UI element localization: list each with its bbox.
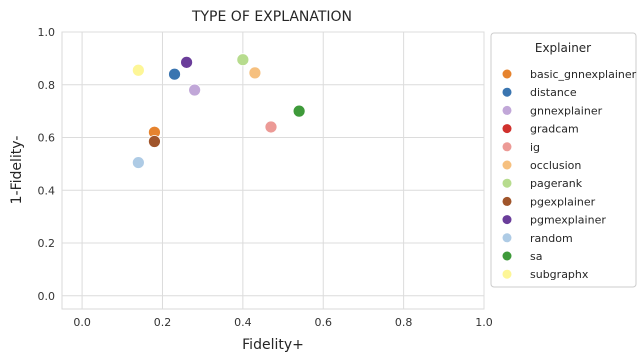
data-point-distance: [168, 67, 181, 81]
legend-marker-gradcam: [502, 124, 512, 134]
legend-label-sa: sa: [530, 250, 542, 263]
data-point-pagerank: [236, 53, 250, 67]
y-tick-label: 0.0: [38, 290, 56, 303]
legend-label-pgexplainer: pgexplainer: [530, 195, 596, 208]
x-tick-label: 0.2: [154, 316, 172, 329]
y-tick-label: 0.4: [38, 184, 56, 197]
legend-label-pagerank: pagerank: [530, 177, 583, 190]
y-tick-labels: 0.0 0.2 0.4 0.6 0.8 1.0: [38, 26, 56, 303]
legend-label-basic_gnnexplainer: basic_gnnexplainer: [530, 68, 637, 81]
legend-marker-sa: [502, 251, 512, 261]
data-point-gnnexplainer: [188, 83, 202, 97]
legend-marker-ig: [502, 142, 512, 152]
legend-label-pgmexplainer: pgmexplainer: [530, 214, 606, 227]
legend: Explainer basic_gnnexplainer distance gnne…: [490, 32, 637, 288]
legend-marker-occlusion: [502, 160, 512, 170]
data-point-occlusion: [248, 66, 262, 80]
x-tick-label: 1.0: [475, 316, 493, 329]
y-tick-label: 1.0: [38, 26, 56, 39]
legend-marker-random: [502, 233, 512, 243]
legend-label-random: random: [530, 232, 573, 245]
data-point-pgmexplainer: [180, 55, 193, 69]
x-tick-label: 0.8: [395, 316, 413, 329]
data-points: [131, 53, 306, 169]
grid-lines: [62, 31, 485, 309]
legend-title: Explainer: [535, 41, 591, 55]
legend-box: [490, 32, 637, 288]
x-tick-label: 0.4: [234, 316, 252, 329]
y-tick-label: 0.6: [38, 132, 56, 145]
legend-items: basic_gnnexplainer distance gnnexplainer gr…: [502, 68, 637, 281]
legend-marker-subgraphx: [502, 269, 512, 279]
legend-label-gradcam: gradcam: [530, 123, 579, 136]
legend-marker-basic_gnnexplainer: [502, 69, 512, 79]
x-tick-label: 0.0: [73, 316, 91, 329]
y-tick-label: 0.2: [38, 237, 56, 250]
x-tick-label: 0.6: [314, 316, 332, 329]
data-point-subgraphx: [131, 63, 145, 77]
x-tick-labels: 0.0 0.2 0.4 0.6 0.8 1.0: [73, 316, 492, 329]
legend-label-gnnexplainer: gnnexplainer: [530, 104, 603, 117]
legend-marker-pgexplainer: [502, 196, 512, 206]
legend-label-ig: ig: [530, 141, 540, 154]
y-tick-label: 0.8: [38, 79, 56, 92]
data-point-ig: [264, 120, 278, 134]
legend-label-subgraphx: subgraphx: [530, 268, 589, 281]
legend-marker-pgmexplainer: [502, 215, 512, 225]
data-point-random: [131, 156, 145, 169]
x-axis-label: Fidelity+: [242, 337, 304, 353]
data-point-pgexplainer: [148, 135, 161, 148]
chart-title: TYPE OF EXPLANATION: [191, 9, 352, 25]
y-axis-label: 1-Fidelity-: [9, 136, 25, 205]
legend-marker-pagerank: [502, 178, 512, 188]
plot-area: [61, 31, 485, 310]
data-point-sa: [292, 104, 306, 118]
legend-label-occlusion: occlusion: [530, 159, 581, 172]
legend-label-distance: distance: [530, 86, 577, 99]
legend-marker-distance: [502, 87, 512, 97]
legend-marker-gnnexplainer: [502, 105, 512, 115]
